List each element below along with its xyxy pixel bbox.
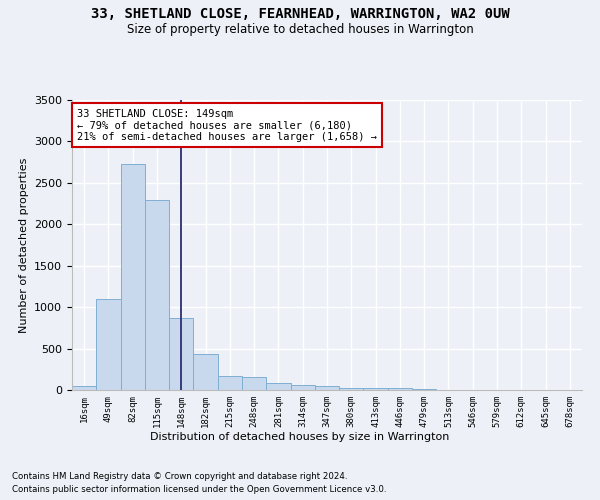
Bar [193, 354, 218, 390]
Bar [242, 376, 266, 390]
Bar [290, 385, 315, 390]
Bar [339, 388, 364, 390]
Bar [145, 200, 169, 390]
Text: Contains HM Land Registry data © Crown copyright and database right 2024.: Contains HM Land Registry data © Crown c… [12, 472, 347, 481]
Bar [266, 382, 290, 390]
Text: 33, SHETLAND CLOSE, FEARNHEAD, WARRINGTON, WA2 0UW: 33, SHETLAND CLOSE, FEARNHEAD, WARRINGTO… [91, 8, 509, 22]
Bar [315, 386, 339, 390]
Bar [218, 376, 242, 390]
Bar [169, 318, 193, 390]
Text: Contains public sector information licensed under the Open Government Licence v3: Contains public sector information licen… [12, 485, 386, 494]
Bar [412, 389, 436, 390]
Text: Size of property relative to detached houses in Warrington: Size of property relative to detached ho… [127, 22, 473, 36]
Bar [388, 388, 412, 390]
Y-axis label: Number of detached properties: Number of detached properties [19, 158, 29, 332]
Bar [96, 299, 121, 390]
Bar [364, 388, 388, 390]
Text: 33 SHETLAND CLOSE: 149sqm
← 79% of detached houses are smaller (6,180)
21% of se: 33 SHETLAND CLOSE: 149sqm ← 79% of detac… [77, 108, 377, 142]
Text: Distribution of detached houses by size in Warrington: Distribution of detached houses by size … [151, 432, 449, 442]
Bar [121, 164, 145, 390]
Bar [72, 386, 96, 390]
